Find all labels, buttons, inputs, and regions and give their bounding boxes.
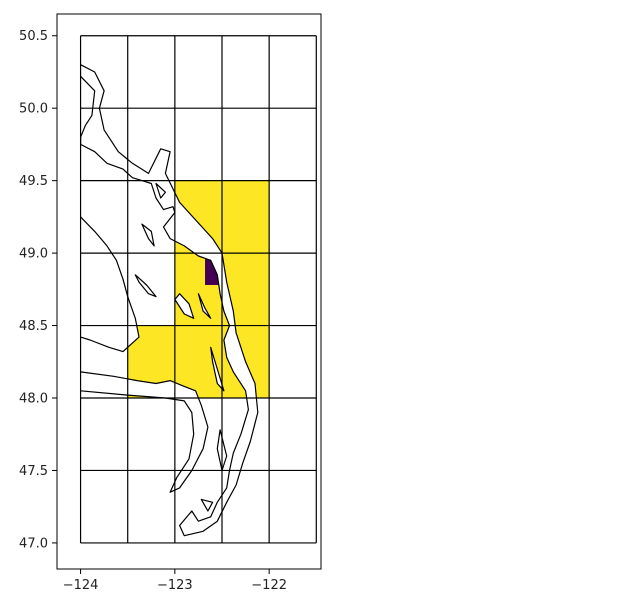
coastline-island: [174, 293, 195, 319]
coastline-island: [210, 346, 225, 392]
coastline-island: [200, 498, 214, 512]
coastline-island: [134, 274, 157, 298]
coastline-island: [141, 223, 155, 247]
y-axis: 47.0 47.5 48.0 48.5 49.0 49.5 50.0 50.5: [19, 29, 57, 551]
y-tick-label: 48.5: [19, 319, 48, 334]
x-axis: −124 −123 −122: [63, 569, 287, 593]
x-tick-label: −122: [251, 578, 287, 593]
axes-frame: [56, 13, 322, 570]
coastline-island: [155, 182, 166, 199]
x-tick-label: −124: [63, 578, 99, 593]
y-tick-label: 49.0: [19, 247, 48, 262]
plot-area: [79, 35, 317, 544]
y-tick-label: 50.5: [19, 29, 48, 44]
coastline-peninsula: [80, 371, 209, 493]
y-tick-label: 47.5: [19, 464, 48, 479]
x-tick-label: −123: [157, 578, 193, 593]
y-tick-label: 48.0: [19, 392, 48, 407]
y-tick-label: 50.0: [19, 102, 48, 117]
coastline-island: [197, 293, 212, 319]
coastline-vancouver-island: [80, 216, 140, 353]
y-tick-label: 49.5: [19, 174, 48, 189]
grid-cell-yellow: [222, 180, 270, 254]
y-tick-label: 47.0: [19, 536, 48, 551]
